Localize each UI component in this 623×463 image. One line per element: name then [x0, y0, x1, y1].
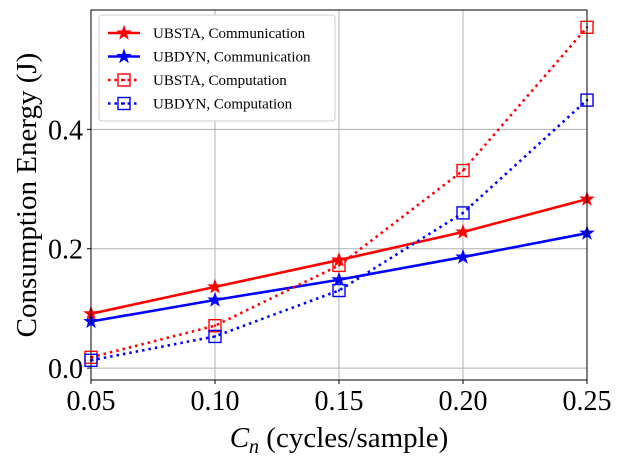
data-point-center — [213, 335, 217, 338]
legend-marker — [117, 96, 131, 111]
data-point — [332, 258, 346, 273]
legend-entry: UBSTA, Computation — [108, 73, 287, 89]
data-point-center — [213, 324, 217, 327]
data-point — [207, 291, 223, 307]
data-point — [208, 329, 222, 344]
y-tick-label: 0.0 — [48, 354, 83, 385]
data-point — [331, 271, 347, 287]
x-tick-label: 0.15 — [315, 386, 364, 417]
data-point-center — [461, 169, 465, 172]
legend-marker-center — [122, 78, 126, 82]
x-axis-subscript: n — [249, 436, 259, 458]
legend-entry: UBDYN, Computation — [108, 97, 293, 113]
data-point — [455, 223, 471, 239]
x-axis-symbol: C — [230, 422, 250, 454]
data-point — [207, 278, 223, 294]
x-axis-label: Cn (cycles/sample) — [230, 422, 449, 458]
legend-label: UBSTA, Computation — [153, 73, 287, 89]
y-tick-label: 0.2 — [48, 235, 83, 266]
x-tick-label: 0.05 — [67, 386, 116, 417]
data-point-center — [337, 289, 341, 292]
x-tick-label: 0.20 — [439, 386, 488, 417]
legend-label: UBDYN, Communication — [153, 50, 311, 66]
legend-marker-center — [122, 102, 126, 105]
series-line — [90, 26, 588, 359]
data-point — [332, 283, 346, 298]
data-point — [455, 248, 471, 264]
legend-marker — [116, 48, 132, 64]
legend-label: UBSTA, Communication — [153, 26, 306, 42]
tick-layer: 0.05 0.10 0.15 0.20 0.25 0.0 0.2 0.4 — [48, 115, 612, 417]
data-point — [456, 206, 470, 220]
legend-entry: UBSTA, Communication — [108, 24, 306, 42]
data-point-center — [337, 264, 341, 267]
y-axis-label: Consumption Energy (J) — [11, 53, 43, 338]
x-tick-label: 0.25 — [563, 386, 612, 417]
data-point — [456, 163, 470, 178]
y-tick-label: 0.4 — [48, 115, 83, 146]
legend-entry: UBDYN, Communication — [108, 48, 311, 66]
legend-box — [98, 14, 336, 122]
legend: UBSTA, Communication UBDYN, Communication… — [98, 14, 336, 122]
data-point — [208, 318, 222, 333]
data-point-center — [461, 211, 465, 215]
legend-marker — [117, 73, 131, 87]
legend-label: UBDYN, Computation — [153, 97, 293, 113]
x-axis-unit: (cycles/sample) — [259, 422, 448, 454]
legend-marker — [116, 24, 132, 40]
x-tick-label: 0.10 — [191, 386, 240, 417]
